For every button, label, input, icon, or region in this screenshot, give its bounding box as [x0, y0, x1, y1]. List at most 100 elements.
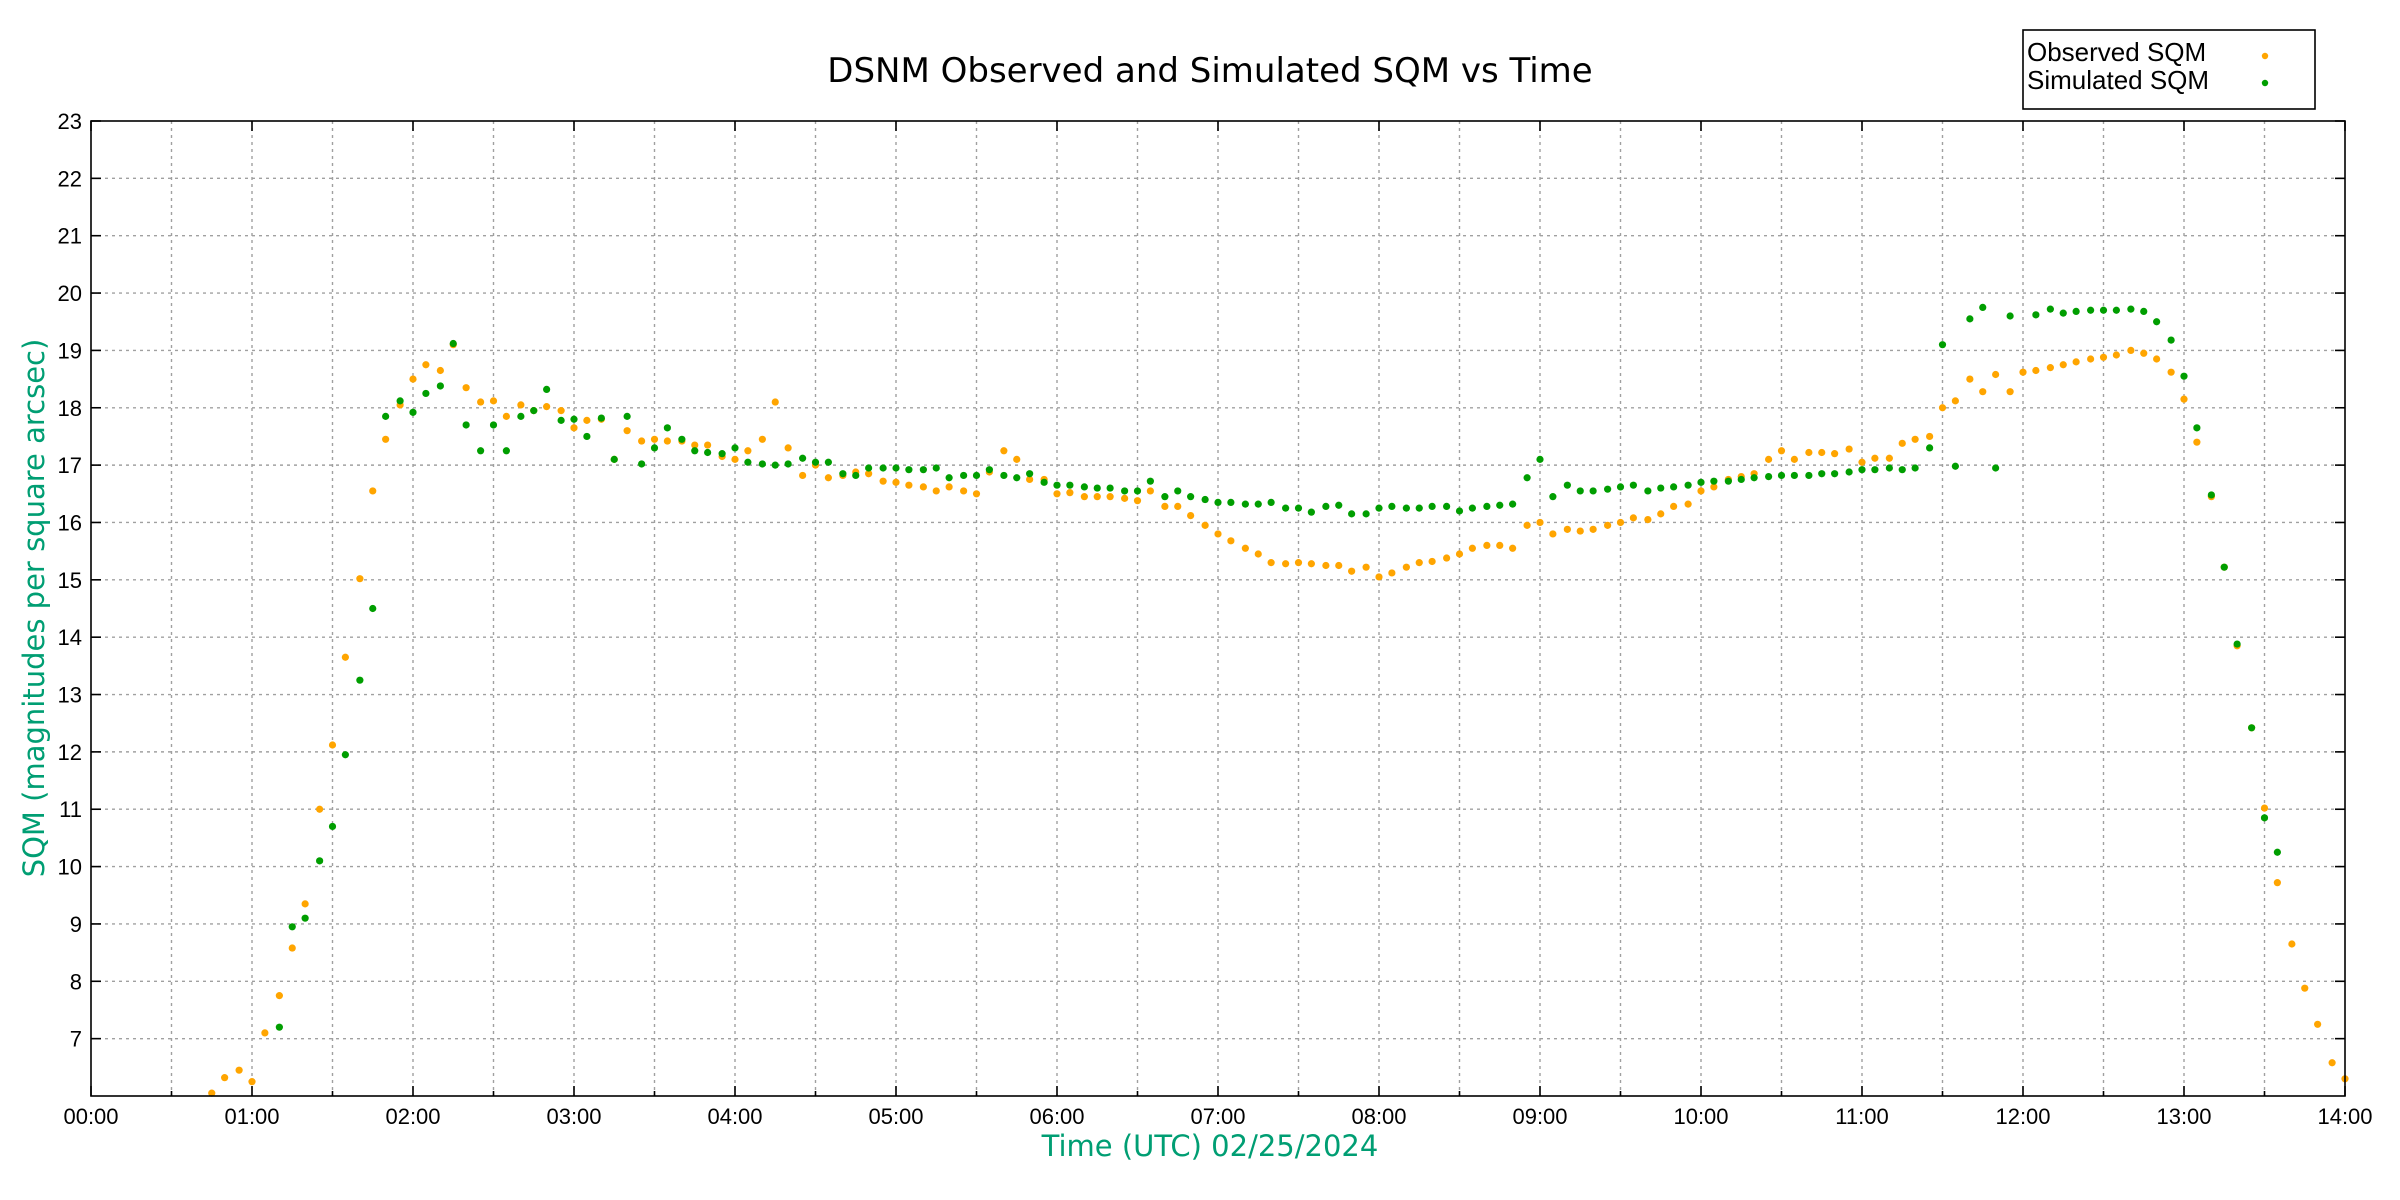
observed-sqm-point — [1684, 500, 1692, 508]
legend-label-observed: Observed SQM — [2027, 37, 2206, 67]
observed-sqm-point — [1523, 521, 1531, 529]
observed-sqm-point — [517, 401, 525, 409]
simulated-sqm-point — [530, 407, 538, 415]
simulated-sqm-point — [1106, 484, 1114, 492]
simulated-sqm-point — [1616, 483, 1625, 491]
simulated-sqm-point — [718, 450, 726, 458]
simulated-sqm-point — [2193, 424, 2201, 432]
simulated-sqm-point — [356, 676, 364, 684]
simulated-sqm-point — [704, 448, 712, 457]
observed-sqm-point — [2288, 940, 2296, 948]
observed-sqm-point — [1402, 563, 1410, 571]
y-tick-label: 7 — [70, 1027, 82, 1052]
simulated-sqm-point — [1523, 474, 1531, 482]
y-tick-label: 10 — [58, 855, 82, 880]
observed-sqm-point — [1322, 561, 1330, 570]
simulated-sqm-point — [2153, 318, 2161, 326]
simulated-sqm-point — [811, 458, 820, 466]
simulated-sqm-point — [396, 397, 404, 405]
observed-sqm-point — [1616, 518, 1625, 527]
simulated-sqm-point — [2180, 372, 2188, 380]
simulated-sqm-point — [1133, 487, 1142, 495]
simulated-sqm-point — [919, 466, 927, 474]
simulated-sqm-point — [1979, 303, 1987, 311]
simulated-sqm-point — [1483, 502, 1491, 511]
simulated-sqm-point — [341, 751, 349, 759]
observed-sqm-point — [570, 424, 578, 432]
observed-sqm-point — [1241, 544, 1249, 552]
simulated-sqm-point — [638, 460, 646, 468]
simulated-sqm-point — [1790, 471, 1798, 480]
simulated-sqm-point — [2233, 640, 2241, 648]
observed-sqm-point — [2153, 355, 2161, 363]
y-tick-label: 12 — [58, 740, 82, 765]
observed-sqm-point — [1201, 521, 1209, 529]
observed-sqm-point — [1629, 514, 1637, 522]
simulated-sqm-point — [839, 470, 847, 478]
observed-sqm-point — [1174, 502, 1182, 511]
simulated-sqm-point — [1066, 481, 1074, 489]
x-tick-label: 06:00 — [1029, 1104, 1084, 1129]
observed-sqm-point — [1926, 432, 1934, 441]
observed-sqm-point — [1657, 510, 1665, 518]
simulated-sqm-point — [1509, 500, 1517, 508]
y-tick-label: 17 — [58, 453, 82, 478]
observed-sqm-point — [1093, 493, 1101, 501]
simulated-sqm-point — [1174, 487, 1182, 495]
observed-sqm-point — [477, 398, 485, 406]
simulated-sqm-point — [678, 435, 686, 443]
simulated-sqm-point — [502, 447, 510, 455]
ticks-layer: 00:00 01:00 02:00 03:00 04:00 05:00 06:00 07:00… — [58, 109, 2373, 1129]
y-tick-label: 22 — [58, 166, 82, 191]
x-tick-label: 03:00 — [546, 1104, 601, 1129]
observed-sqm-point — [1335, 561, 1343, 570]
simulated-sqm-point — [1415, 504, 1423, 512]
simulated-sqm-point — [1080, 483, 1088, 491]
observed-sqm-point — [583, 416, 591, 424]
simulated-sqm-point — [1214, 498, 1222, 506]
observed-sqm-point — [275, 992, 283, 1000]
observed-sqm-point — [919, 483, 927, 491]
observed-sqm-point — [1348, 567, 1356, 575]
legend-marker-simulated — [2261, 79, 2269, 87]
simulated-sqm-point — [932, 464, 940, 472]
simulated-sqm-point — [2046, 305, 2054, 313]
observed-sqm-point — [865, 470, 873, 478]
simulated-sqm-point — [691, 447, 699, 455]
observed-sqm-point — [2046, 364, 2054, 372]
observed-sqm-point — [1938, 404, 1947, 412]
simulated-sqm-point — [2207, 491, 2215, 499]
simulated-sqm-point — [2087, 306, 2095, 314]
observed-sqm-point — [960, 487, 968, 495]
observed-sqm-point — [1549, 530, 1557, 538]
observed-sqm-point — [1845, 445, 1853, 453]
observed-sqm-point — [2099, 353, 2108, 361]
observed-sqm-point — [422, 361, 430, 369]
simulated-sqm-point — [382, 412, 390, 420]
observed-sqm-point — [1992, 370, 2000, 379]
simulated-sqm-point — [905, 466, 913, 474]
simulated-sqm-point — [623, 412, 631, 420]
observed-sqm-point — [1644, 516, 1652, 524]
simulated-sqm-point — [1307, 508, 1315, 516]
simulated-sqm-point — [1013, 474, 1021, 482]
simulated-sqm-point — [1040, 478, 1048, 486]
observed-sqm-point — [2140, 349, 2148, 357]
simulated-sqm-point — [1885, 464, 1893, 472]
simulated-sqm-point — [597, 414, 605, 422]
simulated-sqm-point — [1549, 493, 1557, 501]
simulated-sqm-point — [1684, 481, 1692, 489]
simulated-sqm-point — [1697, 478, 1705, 486]
simulated-sqm-point — [1589, 487, 1597, 495]
observed-sqm-point — [1282, 560, 1290, 568]
observed-sqm-point — [489, 397, 498, 405]
simulated-sqm-point — [570, 415, 578, 423]
observed-sqm-point — [744, 447, 752, 455]
simulated-sqm-point — [1053, 481, 1061, 489]
simulated-sqm-point — [2260, 814, 2269, 822]
x-axis-label: Time (UTC) 02/25/2024 — [1041, 1129, 1379, 1163]
simulated-sqm-point — [1282, 504, 1290, 512]
observed-sqm-point — [1362, 563, 1370, 571]
simulated-sqm-point — [1455, 507, 1464, 515]
